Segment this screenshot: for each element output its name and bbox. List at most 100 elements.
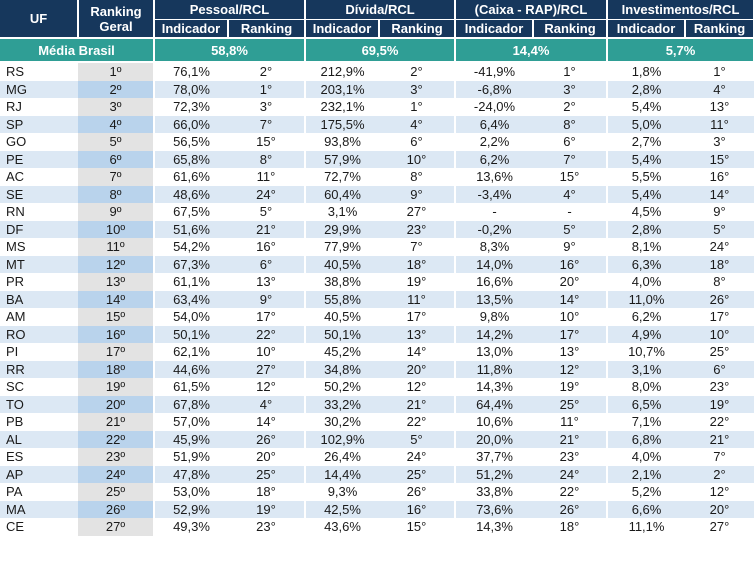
header-uf: UF — [0, 0, 79, 39]
cell-pessoal-indicador: 51,9% — [153, 448, 228, 466]
cell-caixa-indicador: 9,8% — [454, 308, 534, 326]
cell-caixa-indicador: -3,4% — [454, 185, 534, 203]
table-row: MG 2º 78,0% 1° 203,1% 3° -6,8% 3° 2,8% 4° — [0, 80, 754, 98]
cell-divida-ranking: 16° — [379, 500, 456, 518]
cell-caixa-indicador: 14,3% — [454, 378, 534, 396]
cell-uf: ES — [0, 448, 78, 466]
cell-ranking-geral: 19º — [78, 378, 154, 396]
cell-investimentos-indicador: 11,1% — [606, 518, 686, 536]
cell-pessoal-indicador: 49,3% — [153, 518, 228, 536]
cell-caixa-ranking: 14° — [533, 290, 608, 308]
cell-divida-indicador: 77,9% — [304, 238, 380, 256]
cell-uf: PR — [0, 273, 78, 291]
cell-caixa-indicador: 13,0% — [454, 343, 534, 361]
cell-divida-ranking: 4° — [379, 115, 456, 133]
cell-divida-ranking: 3° — [379, 80, 456, 98]
table-row: AC 7º 61,6% 11° 72,7% 8° 13,6% 15° 5,5% 16° — [0, 168, 754, 186]
cell-divida-ranking: 22° — [379, 413, 456, 431]
cell-pessoal-indicador: 45,9% — [153, 430, 228, 448]
table-row: GO 5º 56,5% 15° 93,8% 6° 2,2% 6° 2,7% 3° — [0, 133, 754, 151]
cell-ranking-geral: 11º — [78, 238, 154, 256]
cell-uf: RO — [0, 325, 78, 343]
cell-investimentos-ranking: 18° — [685, 255, 754, 273]
cell-investimentos-indicador: 11,0% — [606, 290, 686, 308]
cell-divida-indicador: 72,7% — [304, 168, 380, 186]
cell-caixa-indicador: - — [454, 203, 534, 221]
cell-pessoal-ranking: 5° — [228, 203, 306, 221]
cell-ranking-geral: 9º — [78, 203, 154, 221]
cell-investimentos-indicador: 6,2% — [606, 308, 686, 326]
cell-caixa-ranking: 25° — [533, 395, 608, 413]
cell-caixa-ranking: 9° — [533, 238, 608, 256]
cell-investimentos-ranking: 1° — [685, 62, 754, 81]
cell-divida-indicador: 45,2% — [304, 343, 380, 361]
cell-divida-ranking: 5° — [379, 430, 456, 448]
cell-investimentos-indicador: 5,4% — [606, 98, 686, 116]
cell-uf: SC — [0, 378, 78, 396]
cell-investimentos-ranking: 5° — [685, 220, 754, 238]
cell-ranking-geral: 10º — [78, 220, 154, 238]
cell-caixa-indicador: 14,0% — [454, 255, 534, 273]
cell-pessoal-indicador: 63,4% — [153, 290, 228, 308]
cell-investimentos-ranking: 9° — [685, 203, 754, 221]
cell-divida-ranking: 17° — [379, 308, 456, 326]
cell-investimentos-ranking: 20° — [685, 500, 754, 518]
cell-caixa-ranking: 21° — [533, 430, 608, 448]
cell-pessoal-indicador: 72,3% — [153, 98, 228, 116]
cell-pessoal-ranking: 12° — [228, 378, 306, 396]
header-group-investimentos: Investimentos/RCL — [607, 0, 754, 20]
subheader-indicador: Indicador — [305, 19, 381, 39]
cell-caixa-ranking: 8° — [533, 115, 608, 133]
table-row: MT 12º 67,3% 6° 40,5% 18° 14,0% 16° 6,3% 18° — [0, 255, 754, 273]
cell-investimentos-indicador: 6,3% — [606, 255, 686, 273]
cell-pessoal-ranking: 20° — [228, 448, 306, 466]
table-row: SP 4º 66,0% 7° 175,5% 4° 6,4% 8° 5,0% 11° — [0, 115, 754, 133]
cell-caixa-indicador: -6,8% — [454, 80, 534, 98]
cell-pessoal-ranking: 10° — [228, 343, 306, 361]
table-row: AL 22º 45,9% 26° 102,9% 5° 20,0% 21° 6,8% 21° — [0, 430, 754, 448]
cell-divida-indicador: 33,2% — [304, 395, 380, 413]
cell-divida-ranking: 13° — [379, 325, 456, 343]
cell-caixa-indicador: 13,5% — [454, 290, 534, 308]
cell-pessoal-ranking: 13° — [228, 273, 306, 291]
subheader-indicador: Indicador — [154, 19, 229, 39]
cell-ranking-geral: 25º — [78, 483, 154, 501]
subheader-ranking: Ranking — [533, 19, 609, 39]
cell-caixa-ranking: 16° — [533, 255, 608, 273]
cell-uf: MG — [0, 80, 78, 98]
cell-divida-ranking: 2° — [379, 62, 456, 81]
cell-investimentos-ranking: 23° — [685, 378, 754, 396]
cell-ranking-geral: 16º — [78, 325, 154, 343]
cell-ranking-geral: 13º — [78, 273, 154, 291]
cell-caixa-indicador: -24,0% — [454, 98, 534, 116]
cell-investimentos-ranking: 22° — [685, 413, 754, 431]
cell-ranking-geral: 8º — [78, 185, 154, 203]
cell-divida-indicador: 29,9% — [304, 220, 380, 238]
cell-investimentos-indicador: 4,9% — [606, 325, 686, 343]
cell-uf: MA — [0, 500, 78, 518]
subheader-ranking: Ranking — [685, 19, 754, 39]
cell-pessoal-indicador: 67,5% — [153, 203, 228, 221]
cell-pessoal-indicador: 61,1% — [153, 273, 228, 291]
cell-caixa-ranking: 13° — [533, 343, 608, 361]
cell-uf: GO — [0, 133, 78, 151]
cell-ranking-geral: 18º — [78, 360, 154, 378]
cell-uf: MT — [0, 255, 78, 273]
header-ranking-line2: Geral — [99, 18, 133, 34]
cell-caixa-ranking: 4° — [533, 185, 608, 203]
cell-caixa-ranking: 7° — [533, 150, 608, 168]
table-row: MA 26º 52,9% 19° 42,5% 16° 73,6% 26° 6,6% 20° — [0, 500, 754, 518]
cell-pessoal-indicador: 56,5% — [153, 133, 228, 151]
cell-pessoal-indicador: 65,8% — [153, 150, 228, 168]
cell-caixa-indicador: 73,6% — [454, 500, 534, 518]
cell-caixa-indicador: 6,4% — [454, 115, 534, 133]
subheader-ranking: Ranking — [228, 19, 307, 39]
cell-investimentos-ranking: 14° — [685, 185, 754, 203]
cell-uf: AP — [0, 465, 78, 483]
cell-pessoal-indicador: 44,6% — [153, 360, 228, 378]
table-row: RO 16º 50,1% 22° 50,1% 13° 14,2% 17° 4,9% 10° — [0, 325, 754, 343]
cell-pessoal-ranking: 23° — [228, 518, 306, 536]
table-row: RS 1º 76,1% 2° 212,9% 2° -41,9% 1° 1,8% 1° — [0, 62, 754, 81]
cell-ranking-geral: 23º — [78, 448, 154, 466]
cell-uf: PE — [0, 150, 78, 168]
